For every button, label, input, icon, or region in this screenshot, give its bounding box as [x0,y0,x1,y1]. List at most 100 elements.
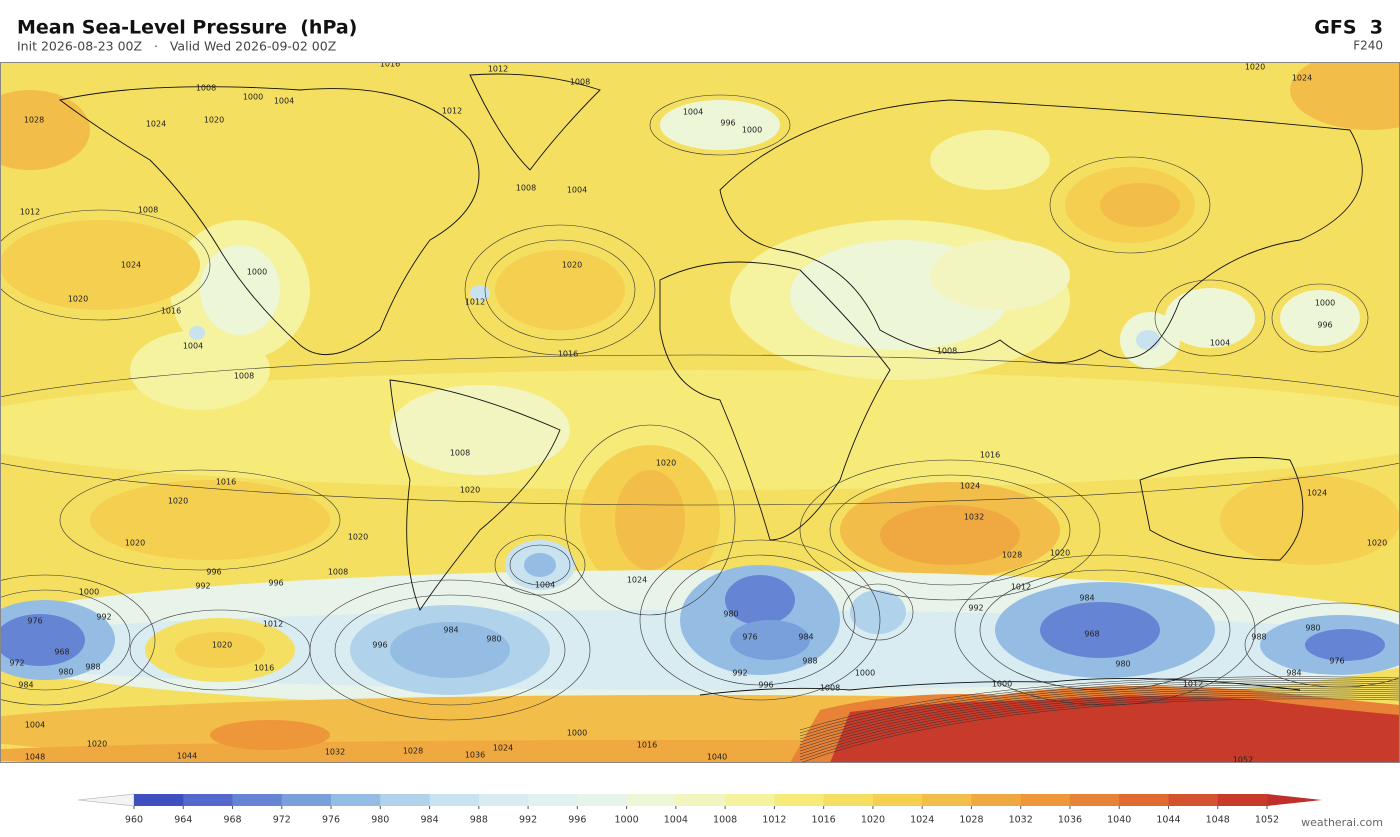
contour-label: 996 [372,641,387,650]
contour-label: 1000 [992,680,1012,689]
contour-label: 996 [268,579,283,588]
pressure-region [1280,290,1360,346]
isobar [954,554,1256,706]
pressure-region [1165,288,1255,348]
colorbar-band [331,794,381,806]
contour-label: 984 [443,626,458,635]
contour-label: 1024 [1292,74,1312,83]
contour-label: 1052 [1233,756,1253,765]
colorbar-band [528,794,578,806]
pressure-region [1040,602,1160,658]
contour-label: 984 [1286,669,1301,678]
coastline [699,677,1301,696]
contour-label: 1036 [465,751,485,760]
isobar [639,539,881,701]
contour-label: 988 [1251,633,1266,642]
contour-label: 1016 [161,307,181,316]
colorbar-band [380,794,431,806]
colorbar-band [232,794,283,806]
contour-label: 1028 [24,116,44,125]
contour-label: 1000 [243,93,263,102]
colorbar-tick-label: 1004 [664,815,688,826]
contour-label: 976 [27,617,42,626]
antarctic-high-core [830,696,1400,763]
coastline [58,86,480,356]
contour-label: 1040 [707,753,727,762]
isobar [799,684,1400,743]
contour-label: 1004 [683,108,703,117]
isobar [1271,283,1369,353]
contour-label: 1024 [1307,489,1327,498]
contour-label: 992 [968,604,983,613]
pressure-region [130,330,270,410]
contour-label: 984 [18,681,33,690]
isobar [0,209,211,321]
colorbar-tick-label: 960 [125,815,143,826]
isobar [979,569,1231,691]
contour-label: 1016 [980,451,1000,460]
pressure-region [730,620,810,660]
contour-label: 996 [758,681,773,690]
contour-label: 1024 [627,576,647,585]
contour-label: 996 [1317,321,1332,330]
contour-label: 1016 [254,664,274,673]
colorbar-tick-label: 980 [371,815,389,826]
contour-label: 1000 [567,729,587,738]
colorbar-band [1119,794,1169,806]
colorbar-band [134,794,184,806]
isobar [1049,156,1211,254]
contour-label: 1020 [348,533,368,542]
pressure-region [0,614,85,666]
contour-label: 992 [195,582,210,591]
contour-label: 1008 [516,184,536,193]
pressure-region [1136,330,1160,350]
colorbar-tick-label: 1008 [713,815,737,826]
contour-label: 1024 [493,744,513,753]
contour-label: 1032 [325,748,345,757]
pressure-region [850,590,906,634]
colorbar-tick-label: 968 [223,815,241,826]
colorbar-tick-label: 996 [568,815,586,826]
pressure-region [1220,475,1400,565]
colorbar-tick-label: 1048 [1206,815,1230,826]
isobar [664,554,856,686]
pressure-region [1290,62,1400,130]
contour-label: 1008 [196,84,216,93]
colorbar-band [183,794,234,806]
isobar [799,690,1400,752]
contour-label: 1016 [216,478,236,487]
contour-label: 1012 [465,298,485,307]
colorbar-band [971,794,1022,806]
pressure-region [175,632,265,668]
contour-label: 1012 [1011,583,1031,592]
contour-label: 1012 [1183,680,1203,689]
isobar [799,692,1400,755]
contour-label: 1020 [460,486,480,495]
contour-label: 1020 [68,295,88,304]
pressure-region [930,240,1070,310]
contour-label: 1008 [328,568,348,577]
contour-label: 1012 [488,65,508,74]
contour-label: 1004 [25,721,45,730]
isobar [799,678,1400,734]
isobar [799,698,1400,763]
colorbar-tick-label: 972 [273,815,291,826]
isobar [484,239,636,341]
isobar [649,94,791,156]
map: 1016 1012 1020 1024 1008 1000 1004 1012 1008 1004… [0,62,1400,765]
contour-label: 1048 [25,753,45,762]
isobar [59,469,341,571]
contour-label: 1012 [442,107,462,116]
contour-label: 1000 [79,588,99,597]
credit: weatherai.com [1301,816,1383,829]
contour-label: 1020 [656,459,676,468]
colorbar-under [77,793,135,807]
contour-label: 996 [720,119,735,128]
forecast-hour: F240 [1353,39,1383,53]
isobar [564,424,736,616]
contour-label: 1004 [567,186,587,195]
contour-label: 1020 [125,539,145,548]
contour-label: 980 [486,635,501,644]
colorbar-tick-label: 992 [519,815,537,826]
title: Mean Sea-Level Pressure (hPa) [17,17,357,39]
